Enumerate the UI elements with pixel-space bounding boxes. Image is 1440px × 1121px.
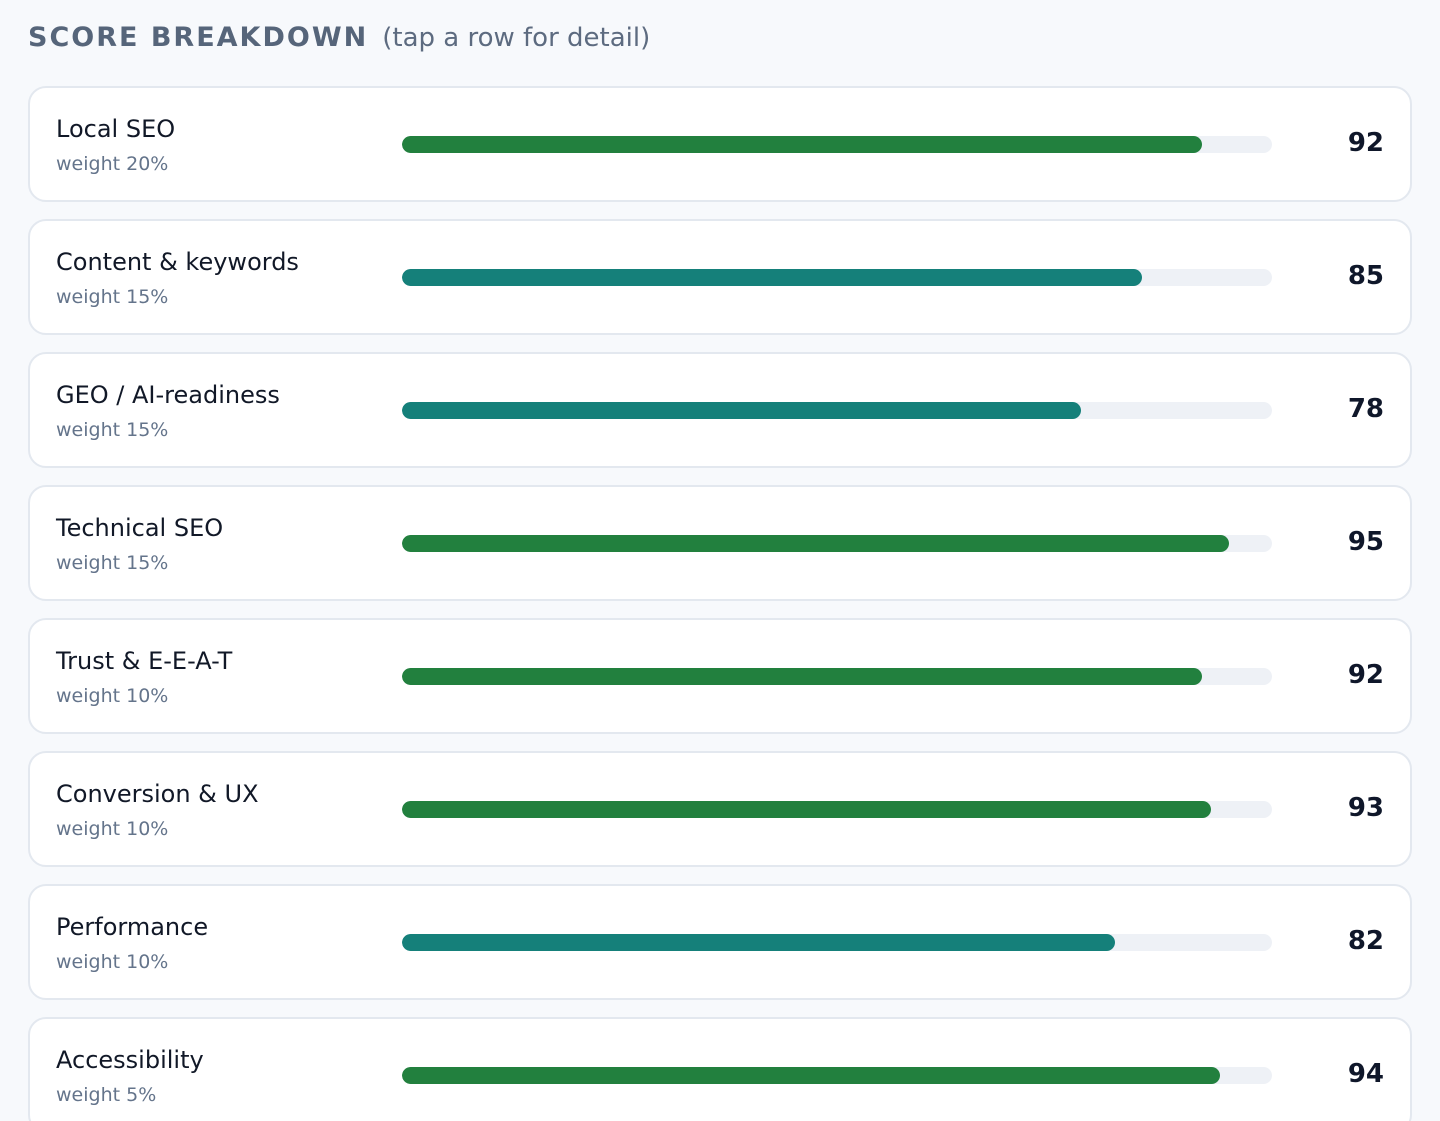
section-title: SCORE BREAKDOWN xyxy=(28,22,369,53)
score-row-accessibility[interactable]: Accessibility weight 5% 94 xyxy=(28,1017,1412,1121)
score-bar-track xyxy=(402,668,1272,685)
score-bar-fill xyxy=(402,801,1212,818)
row-weight: weight 5% xyxy=(56,1084,157,1106)
score-row-trust-eeat[interactable]: Trust & E-E-A-T weight 10% 92 xyxy=(28,618,1412,734)
row-label: Performance xyxy=(56,913,209,941)
score-row-local-seo[interactable]: Local SEO weight 20% 92 xyxy=(28,86,1412,202)
row-weight: weight 15% xyxy=(56,286,169,308)
row-weight: weight 10% xyxy=(56,685,169,707)
score-bar-track xyxy=(402,1067,1272,1084)
score-bar-fill xyxy=(402,668,1203,685)
score-bar-track xyxy=(402,402,1272,419)
score-value: 92 xyxy=(1347,660,1384,690)
score-bar-fill xyxy=(402,1067,1220,1084)
row-weight: weight 15% xyxy=(56,552,169,574)
row-label: Accessibility xyxy=(56,1046,204,1074)
score-value: 92 xyxy=(1347,128,1384,158)
score-bar-track xyxy=(402,269,1272,286)
score-value: 94 xyxy=(1347,1059,1384,1089)
score-row-performance[interactable]: Performance weight 10% 82 xyxy=(28,884,1412,1000)
row-weight: weight 15% xyxy=(56,419,169,441)
score-bar-track xyxy=(402,934,1272,951)
score-bar-track xyxy=(402,801,1272,818)
score-list: Local SEO weight 20% 92 Content & keywor… xyxy=(28,86,1412,1121)
row-weight: weight 20% xyxy=(56,153,169,175)
score-row-technical-seo[interactable]: Technical SEO weight 15% 95 xyxy=(28,485,1412,601)
row-weight: weight 10% xyxy=(56,818,169,840)
score-bar-fill xyxy=(402,269,1142,286)
score-row-geo-ai-readiness[interactable]: GEO / AI-readiness weight 15% 78 xyxy=(28,352,1412,468)
score-value: 82 xyxy=(1347,926,1384,956)
score-bar-fill xyxy=(402,136,1203,153)
score-bar-fill xyxy=(402,535,1229,552)
row-label: Content & keywords xyxy=(56,248,299,276)
score-value: 78 xyxy=(1347,394,1384,424)
score-bar-fill xyxy=(402,934,1116,951)
score-value: 85 xyxy=(1347,261,1384,291)
row-label: Conversion & UX xyxy=(56,780,259,808)
score-bar-fill xyxy=(402,402,1081,419)
row-label: Technical SEO xyxy=(56,514,224,542)
score-bar-track xyxy=(402,535,1272,552)
row-label: GEO / AI-readiness xyxy=(56,381,280,409)
row-label: Local SEO xyxy=(56,115,176,143)
section-heading: SCORE BREAKDOWN (tap a row for detail) xyxy=(28,22,650,62)
score-value: 93 xyxy=(1347,793,1384,823)
score-row-conversion-ux[interactable]: Conversion & UX weight 10% 93 xyxy=(28,751,1412,867)
row-label: Trust & E-E-A-T xyxy=(56,647,233,675)
score-row-content-keywords[interactable]: Content & keywords weight 15% 85 xyxy=(28,219,1412,335)
section-hint: (tap a row for detail) xyxy=(382,23,651,53)
score-value: 95 xyxy=(1347,527,1384,557)
score-bar-track xyxy=(402,136,1272,153)
row-weight: weight 10% xyxy=(56,951,169,973)
